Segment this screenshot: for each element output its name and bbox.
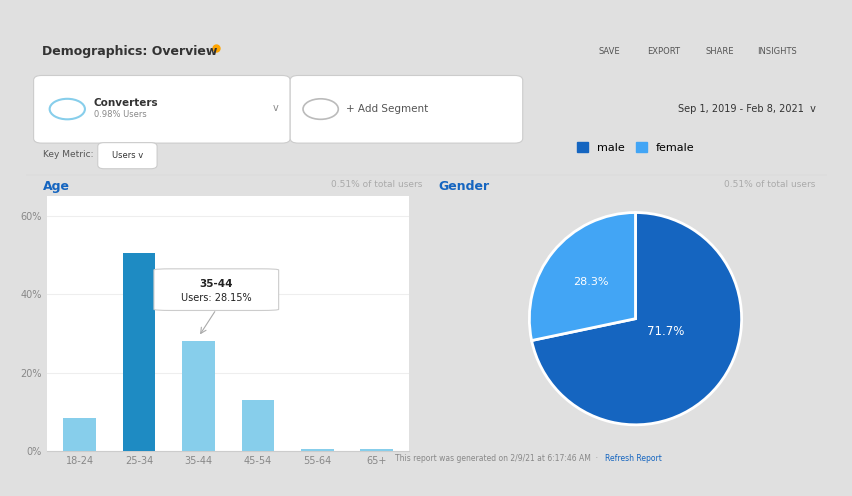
Text: v: v <box>273 103 278 113</box>
Bar <box>63 418 96 451</box>
Text: 0.51% of total users: 0.51% of total users <box>331 181 422 189</box>
Text: Age: Age <box>43 181 70 193</box>
Text: 35-44: 35-44 <box>199 279 233 289</box>
Text: 0.51% of total users: 0.51% of total users <box>723 181 815 189</box>
Text: Demographics: Overview: Demographics: Overview <box>42 45 216 58</box>
Bar <box>301 449 333 451</box>
Text: This report was generated on 2/9/21 at 6:17:46 AM  ·: This report was generated on 2/9/21 at 6… <box>394 454 602 463</box>
Text: Key Metric:: Key Metric: <box>43 150 94 159</box>
Text: SAVE: SAVE <box>598 47 619 56</box>
Text: Users v: Users v <box>112 151 143 160</box>
FancyBboxPatch shape <box>290 75 522 143</box>
FancyBboxPatch shape <box>26 174 826 176</box>
Wedge shape <box>529 212 635 341</box>
FancyBboxPatch shape <box>98 143 157 169</box>
Bar <box>241 400 273 451</box>
Text: 71.7%: 71.7% <box>646 325 683 338</box>
Text: 28.3%: 28.3% <box>573 277 608 287</box>
Text: INSIGHTS: INSIGHTS <box>756 47 796 56</box>
Text: + Add Segment: + Add Segment <box>346 104 428 114</box>
Text: EXPORT: EXPORT <box>646 47 679 56</box>
Wedge shape <box>531 212 740 425</box>
Bar <box>123 253 155 451</box>
Bar <box>182 341 215 451</box>
Bar <box>360 449 393 451</box>
Legend: male, female: male, female <box>573 138 697 156</box>
Text: Refresh Report: Refresh Report <box>604 454 660 463</box>
Text: Sep 1, 2019 - Feb 8, 2021  v: Sep 1, 2019 - Feb 8, 2021 v <box>676 104 815 114</box>
Text: Users: 28.15%: Users: 28.15% <box>181 293 251 303</box>
Text: Gender: Gender <box>438 181 489 193</box>
Text: SHARE: SHARE <box>705 47 734 56</box>
Text: 0.98% Users: 0.98% Users <box>94 110 147 119</box>
FancyBboxPatch shape <box>153 269 279 310</box>
Text: Converters: Converters <box>94 98 158 108</box>
FancyBboxPatch shape <box>33 75 290 143</box>
